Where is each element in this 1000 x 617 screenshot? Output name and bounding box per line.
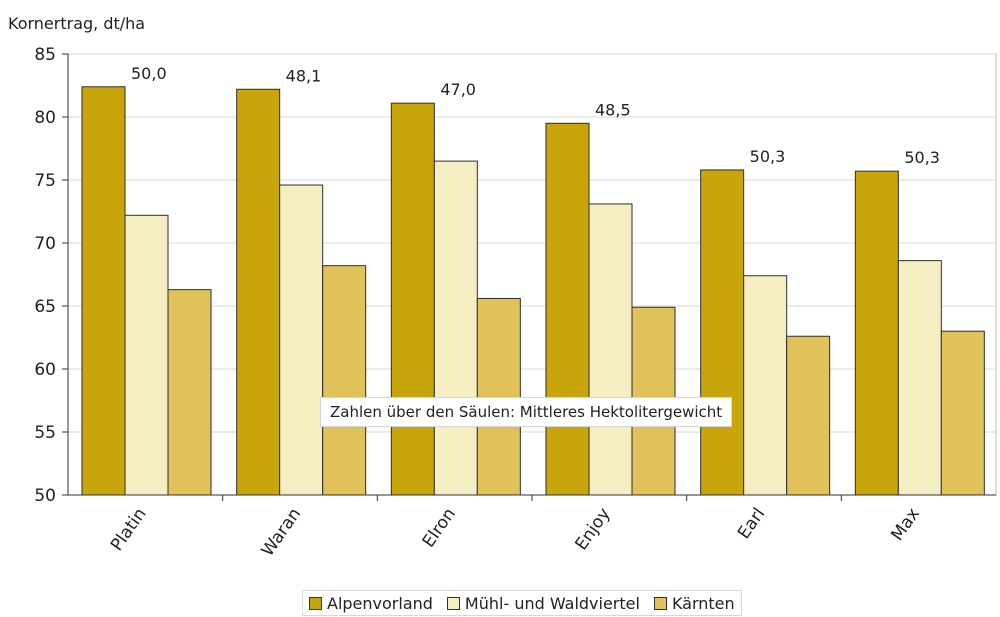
y-tick-label: 85: [34, 45, 56, 65]
y-axis-label: Kornertrag, dt/ha: [8, 14, 146, 33]
x-tick-label: Platin: [107, 504, 151, 554]
bar-max-series-2: [940, 330, 985, 496]
legend-swatch-alpenvorland: [309, 596, 322, 610]
bar-earl-series-1: [743, 275, 788, 496]
bar-elron-series-1: [433, 160, 478, 496]
bar-platin-series-1: [124, 214, 169, 496]
legend-swatch-kaernten: [653, 596, 667, 610]
bar-enjoy-series-1: [588, 203, 633, 496]
axes: [62, 53, 996, 501]
bar-platin-series-0: [81, 86, 126, 496]
y-tick-label: 75: [34, 171, 56, 191]
x-tick-label: Enjoy: [571, 504, 614, 554]
bar-waran-series-0: [236, 88, 281, 496]
legend-label-muehl-waldviertel: Mühl- und Waldviertel: [464, 593, 640, 613]
bar-enjoy-series-0: [545, 122, 590, 496]
bar-value-label: 47,0: [440, 80, 476, 99]
y-tick-label: 50: [34, 486, 56, 506]
bar-earl-series-2: [786, 335, 831, 496]
bar-value-label: 48,1: [286, 66, 322, 85]
bar-waran-series-2: [322, 265, 367, 496]
bar-value-label: 48,5: [595, 100, 631, 119]
bar-earl-series-0: [700, 169, 745, 496]
chart-annotation: Zahlen über den Säulen: Mittleres Hektol…: [320, 397, 733, 427]
y-tick-label: 55: [34, 423, 56, 443]
legend: Alpenvorland Mühl- und Waldviertel Kärnt…: [302, 590, 742, 616]
y-tick-label: 70: [34, 234, 56, 254]
legend-swatch-muehl-waldviertel: [446, 596, 460, 610]
y-tick-label: 60: [34, 360, 56, 380]
bar-max-series-0: [854, 170, 899, 496]
x-tick-label: Elron: [419, 504, 460, 551]
bar-max-series-1: [897, 260, 942, 496]
bars: [81, 86, 985, 496]
y-tick-label: 65: [34, 297, 56, 317]
x-tick-label: Earl: [734, 504, 769, 542]
bar-value-label: 50,3: [750, 147, 786, 166]
legend-label-kaernten: Kärnten: [671, 593, 735, 613]
legend-item-kaernten: Kärnten: [653, 593, 735, 613]
bar-value-label: 50,0: [131, 64, 167, 83]
bar-platin-series-2: [167, 289, 212, 496]
bar-elron-series-0: [390, 102, 435, 496]
y-tick-label: 80: [34, 108, 56, 128]
legend-item-alpenvorland: Alpenvorland: [309, 594, 433, 613]
bar-elron-series-2: [476, 297, 521, 496]
bar-value-label: 50,3: [904, 148, 940, 167]
x-tick-label: Max: [887, 504, 924, 544]
legend-label-alpenvorland: Alpenvorland: [327, 593, 433, 613]
legend-item-muehl-waldviertel: Mühl- und Waldviertel: [446, 593, 640, 613]
x-tick-label: Waran: [258, 504, 306, 560]
bar-waran-series-1: [279, 184, 324, 496]
